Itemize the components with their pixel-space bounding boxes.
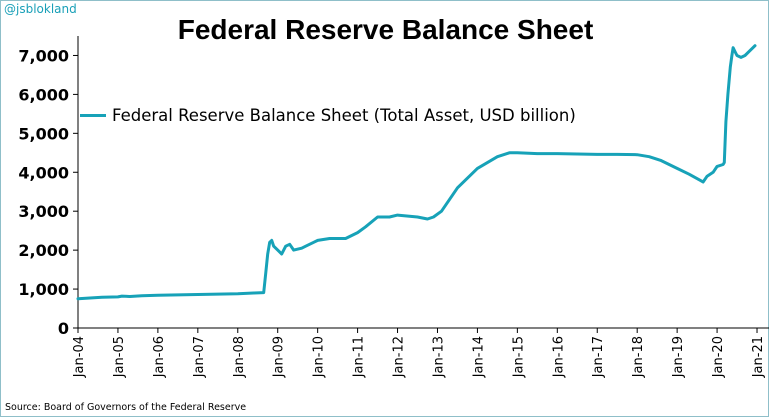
x-tick-label: Jan-09 xyxy=(272,336,287,378)
y-tick-label: 3,000 xyxy=(18,202,69,221)
x-tick-label: Jan-21 xyxy=(751,336,766,378)
source-note: Source: Board of Governors of the Federa… xyxy=(5,402,247,413)
author-handle: @jsblokland xyxy=(4,2,77,16)
x-tick-label: Jan-17 xyxy=(591,336,606,378)
x-tick-label: Jan-20 xyxy=(711,336,726,378)
y-tick-label: 5,000 xyxy=(18,124,69,143)
x-tick-label: Jan-13 xyxy=(431,336,446,378)
chart-title: Federal Reserve Balance Sheet xyxy=(177,14,594,45)
x-tick-label: Jan-16 xyxy=(551,336,566,378)
y-tick-label: 6,000 xyxy=(18,85,69,104)
x-tick-label: Jan-10 xyxy=(312,336,327,378)
x-tick-label: Jan-06 xyxy=(152,336,167,378)
y-tick-label: 2,000 xyxy=(18,241,69,260)
legend-label: Federal Reserve Balance Sheet (Total Ass… xyxy=(112,106,576,125)
y-tick-label: 7,000 xyxy=(18,46,69,65)
ticks: 0 1,000 2,000 3,000 4,000 5,000 6,000 7,000 Jan-… xyxy=(18,46,766,378)
x-tick-label: Jan-05 xyxy=(112,336,127,378)
x-tick-label: Jan-19 xyxy=(671,336,686,378)
legend-swatch xyxy=(80,114,106,117)
x-tick-label: Jan-14 xyxy=(471,336,486,378)
x-tick-label: Jan-07 xyxy=(192,336,207,378)
x-tick-label: Jan-18 xyxy=(631,336,646,378)
y-tick-label: 4,000 xyxy=(18,163,69,182)
x-tick-label: Jan-04 xyxy=(72,336,87,378)
x-tick-label: Jan-11 xyxy=(352,336,367,378)
y-tick-label: 0 xyxy=(58,319,69,338)
x-tick-label: Jan-12 xyxy=(392,336,407,378)
axes xyxy=(77,36,769,329)
legend: Federal Reserve Balance Sheet (Total Ass… xyxy=(80,106,576,125)
x-tick-label: Jan-08 xyxy=(232,336,247,378)
series-group xyxy=(76,44,757,301)
series-line xyxy=(76,44,757,301)
y-tick-label: 1,000 xyxy=(18,280,69,299)
x-tick-label: Jan-15 xyxy=(511,336,526,378)
